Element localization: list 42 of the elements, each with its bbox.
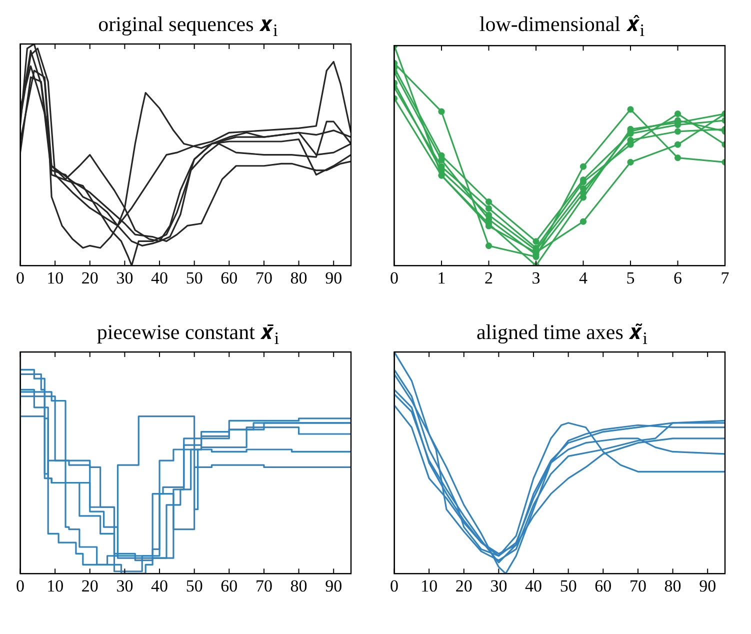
x-tick-label: 40 [151,268,168,288]
x-tick-label: 10 [46,268,64,288]
chart-title: piecewise constant 𝒙̄$_{i}$ [96,319,280,348]
x-tick-label: 1 [437,268,446,288]
x-tick-label: 60 [594,576,612,596]
x-tick-label: 40 [525,576,542,596]
x-tick-label: 50 [186,576,203,596]
x-tick-label: 20 [455,576,472,596]
x-tick-label: 30 [116,268,134,288]
x-tick-label: 0 [16,576,24,596]
x-tick-label: 80 [664,576,682,596]
x-tick-label: 6 [674,268,682,288]
x-tick-label: 80 [290,268,308,288]
x-tick-label: 4 [579,268,588,288]
x-tick-label: 3 [532,268,540,288]
x-tick-label: 50 [560,576,577,596]
x-tick-label: 60 [220,268,238,288]
x-tick-label: 0 [16,268,24,288]
x-tick-label: 20 [81,576,98,596]
x-tick-label: 60 [220,576,238,596]
x-tick-label: 20 [81,268,98,288]
x-tick-label: 10 [46,576,64,596]
x-tick-label: 70 [629,576,646,596]
x-tick-label: 30 [116,576,134,596]
x-tick-label: 40 [151,576,168,596]
x-tick-label: 2 [484,268,493,288]
chart-title: low-dimensional 𝒙̂$_{i}$ [479,11,645,40]
x-tick-label: 50 [186,268,203,288]
x-tick-label: 80 [290,576,308,596]
x-tick-label: 90 [325,576,342,596]
x-tick-label: 7 [720,268,730,288]
x-tick-label: 10 [420,576,438,596]
x-tick-label: 0 [390,268,398,288]
x-tick-label: 90 [325,268,342,288]
chart-title: original sequences 𝒙$_{i}$ [98,11,278,40]
x-tick-label: 0 [390,576,398,596]
x-tick-label: 90 [699,576,716,596]
chart-title: aligned time axes 𝒙̃$_{i}$ [476,319,648,348]
x-tick-label: 5 [626,268,635,288]
x-tick-label: 70 [255,576,272,596]
x-tick-label: 30 [490,576,508,596]
x-tick-label: 70 [255,268,272,288]
